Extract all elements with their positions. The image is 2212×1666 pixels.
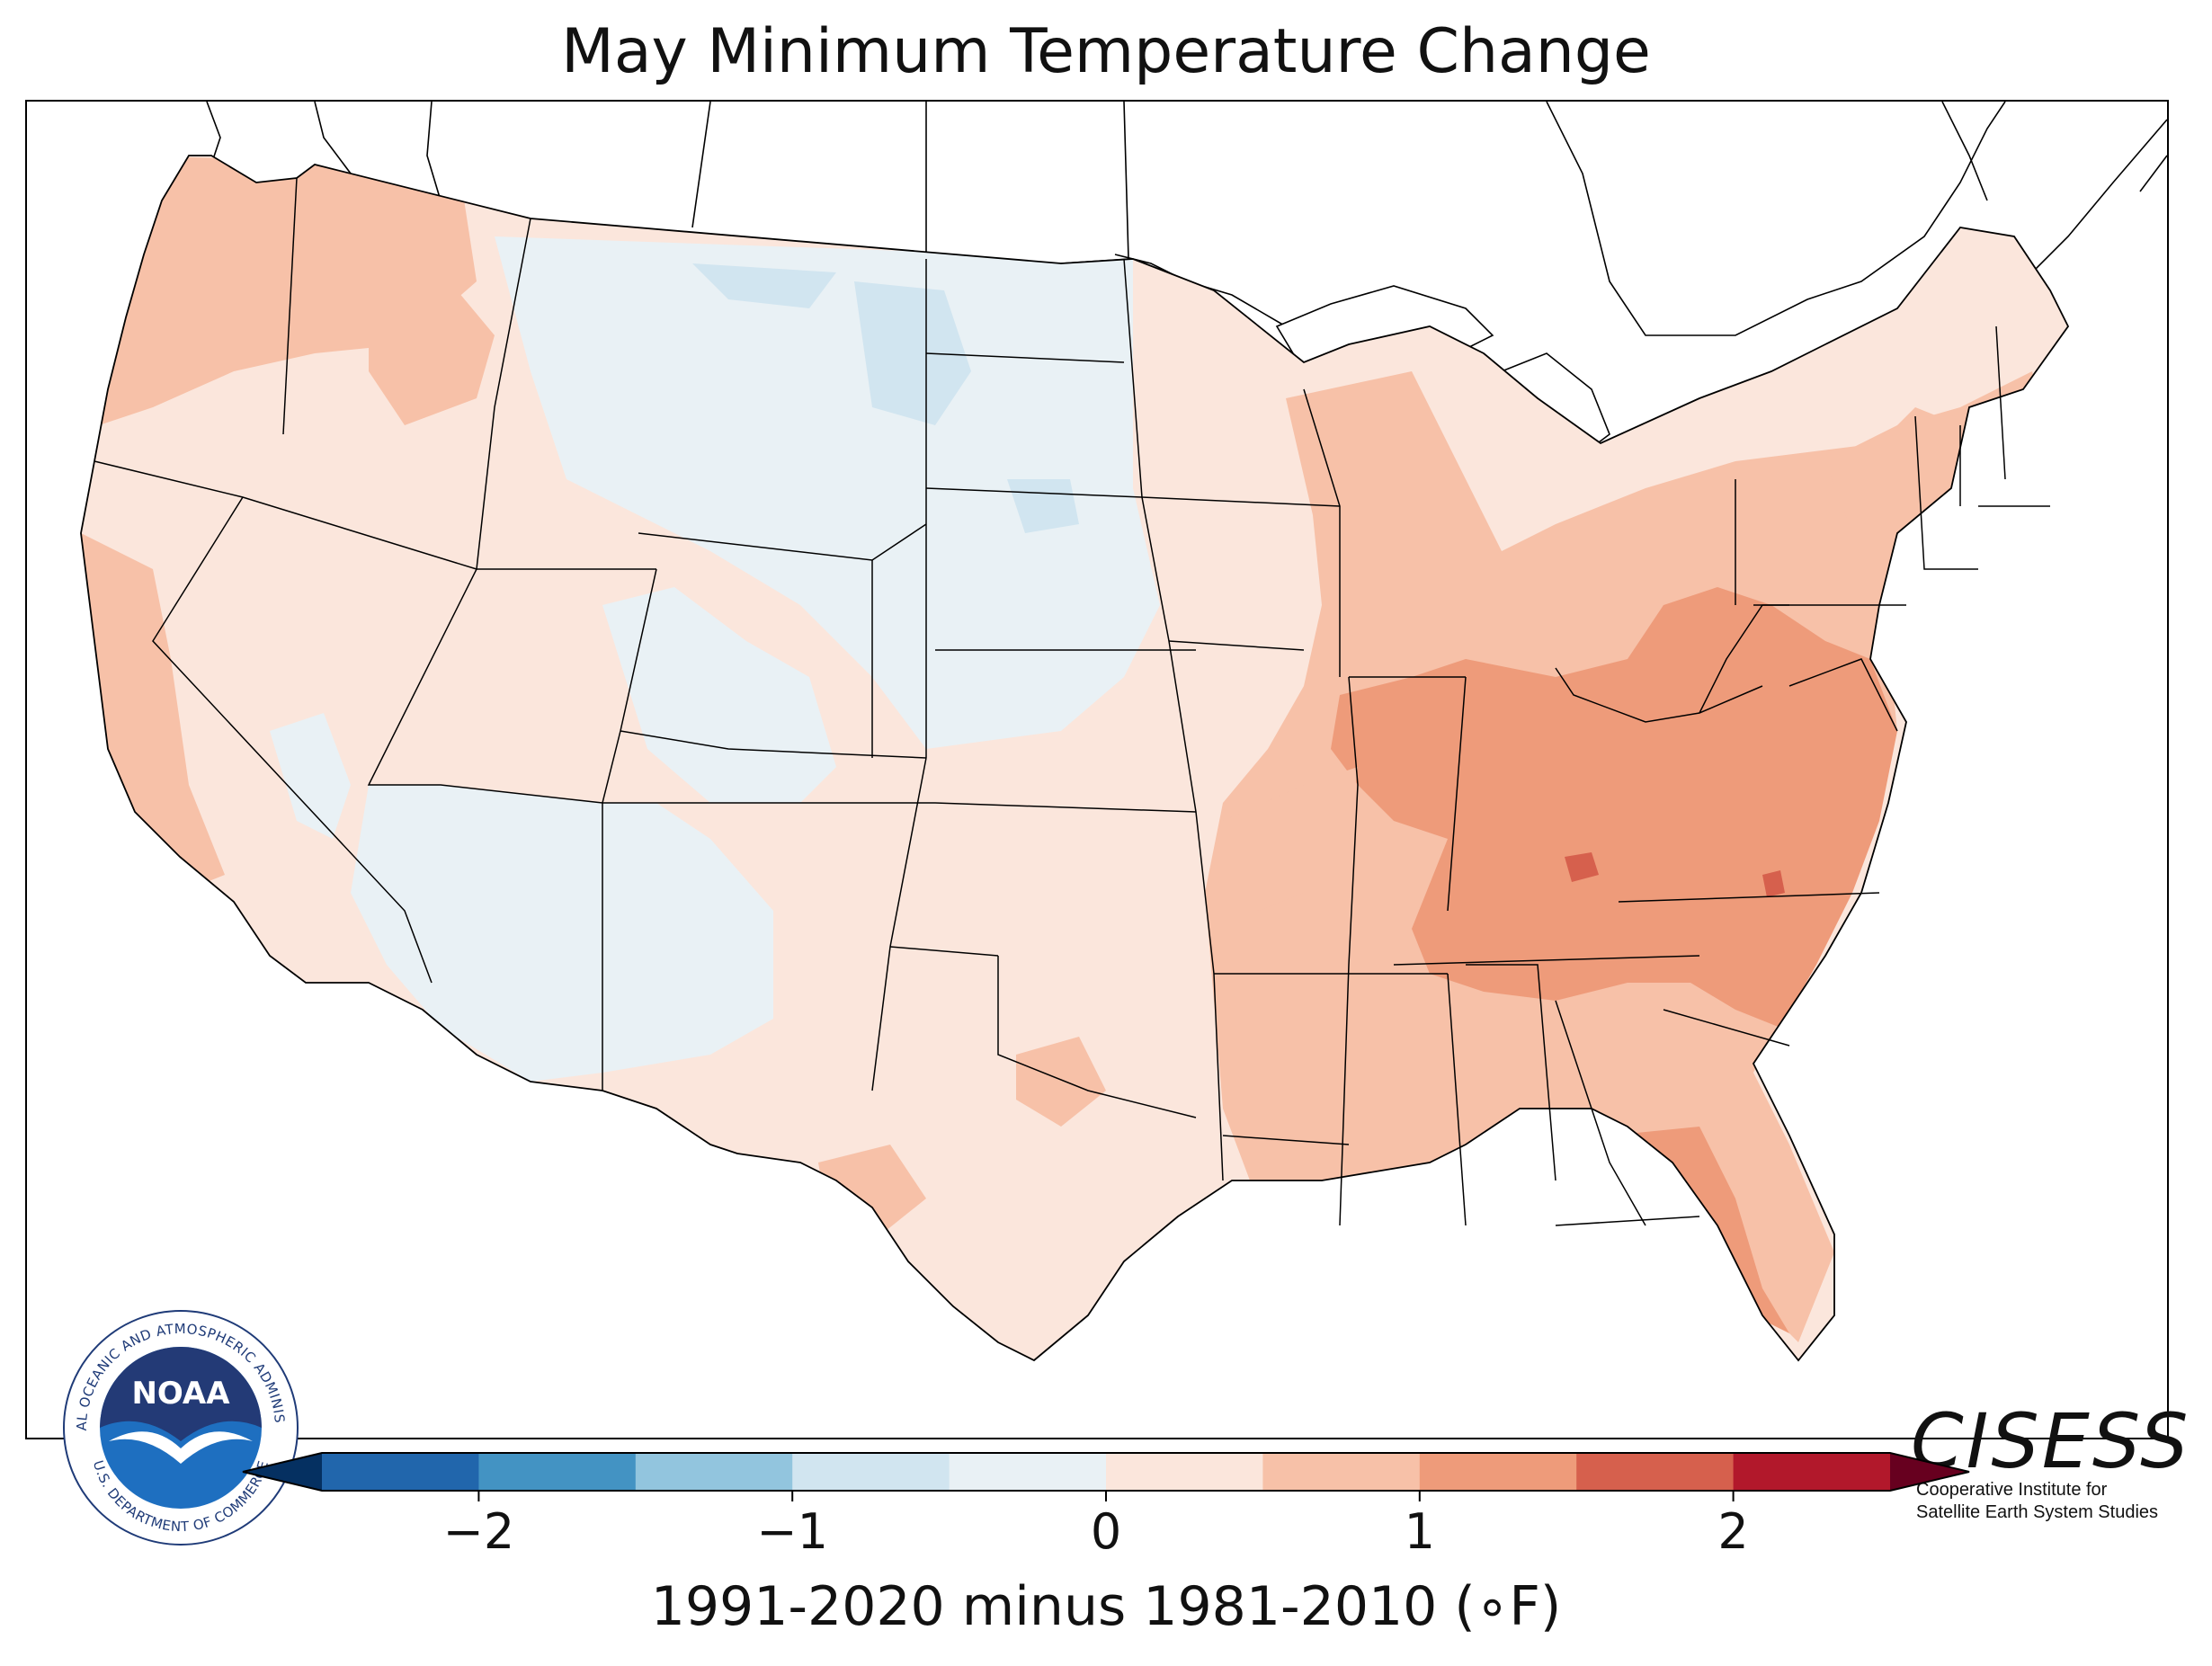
state-borders	[94, 177, 2050, 1226]
cisess-line1: Cooperative Institute for	[1916, 1480, 2108, 1500]
region-california-coast	[81, 533, 225, 893]
colorbar-tick-label: 1	[1405, 1503, 1435, 1560]
colorbar: −2 −1 0 1 2	[242, 1452, 1970, 1560]
colorbar-segment	[1733, 1453, 1891, 1491]
colorbar-label: 1991-2020 minus 1981-2010 (∘F)	[650, 1575, 1562, 1638]
colorbar-segment	[478, 1453, 637, 1491]
cisess-name: CISESS	[1911, 1397, 2191, 1485]
noaa-text: NOAA	[131, 1376, 230, 1412]
region-texas-patch-2	[1016, 1037, 1106, 1127]
cisess-line2: Satellite Earth System Studies	[1916, 1502, 2159, 1522]
colorbar-ticks: −2 −1 0 1 2	[443, 1491, 1749, 1560]
colorbar-segment	[1262, 1453, 1421, 1491]
colorbar-segment	[635, 1453, 793, 1491]
colorbar-over-arrow	[1890, 1453, 1969, 1491]
colorbar-tick-label: −1	[756, 1503, 828, 1560]
region-montana-blue	[692, 263, 836, 308]
region-pacific-northwest	[90, 156, 477, 425]
colorbar-outline	[242, 1452, 1970, 1492]
map-frame: NATIONAL OCEANIC AND ATMOSPHERIC ADMINIS…	[25, 100, 2188, 1546]
region-nevada-blue	[270, 713, 351, 839]
region-ohio-valley	[1331, 587, 1897, 1028]
region-utah-colorado-blue	[602, 587, 836, 803]
colorbar-segment	[1419, 1453, 1577, 1491]
region-dakota-blue	[854, 281, 971, 425]
region-desert-southwest	[351, 785, 773, 1082]
colorbar-tick-label: 2	[1717, 1503, 1748, 1560]
noaa-logo: NATIONAL OCEANIC AND ATMOSPHERIC ADMINIS…	[59, 1306, 299, 1546]
colorbar-segments	[322, 1453, 1891, 1491]
region-hotspot-tn	[1565, 852, 1599, 882]
cisess-logo: CISESS Cooperative Institute for Satelli…	[1911, 1403, 2208, 1524]
colorbar-segment	[1576, 1453, 1735, 1491]
colorbar-segment	[1106, 1453, 1263, 1491]
colorbar-tick-label: 0	[1091, 1503, 1121, 1560]
us-map	[80, 102, 2167, 1361]
colorbar-under-arrow	[243, 1453, 322, 1491]
colorbar-segment	[792, 1453, 950, 1491]
region-hotspot-va	[1762, 870, 1785, 897]
region-northern-plains	[495, 236, 1160, 749]
colorbar-segment	[322, 1453, 479, 1491]
region-idaho-patch	[369, 281, 495, 425]
map-title: May Minimum Temperature Change	[561, 16, 1651, 87]
colorbar-tick-label: −2	[443, 1503, 515, 1560]
colorbar-segment	[949, 1453, 1107, 1491]
region-kansas-missouri	[1223, 767, 1358, 911]
colorbar-border	[242, 1452, 1970, 1492]
